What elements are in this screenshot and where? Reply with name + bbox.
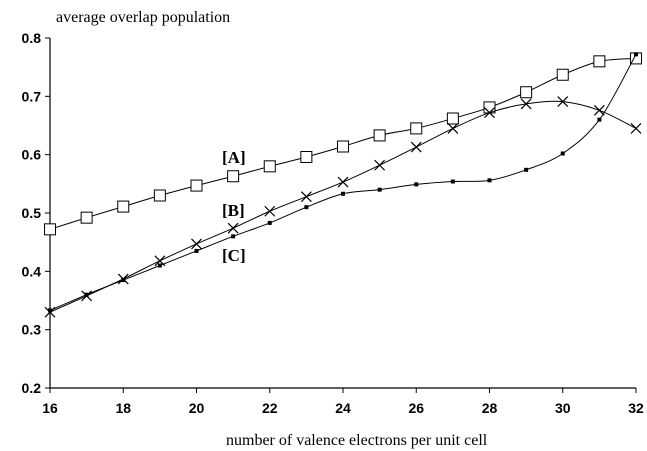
data-point-square — [300, 151, 313, 163]
data-point-dot — [377, 187, 382, 192]
data-point-dot — [267, 220, 272, 225]
series-b — [44, 96, 642, 318]
series-label-a: [A] — [222, 148, 246, 167]
data-point-square — [373, 129, 386, 142]
y-tick-label: 0.8 — [22, 30, 42, 46]
data-point-square — [556, 68, 569, 81]
data-point-dot — [634, 52, 638, 57]
y-tick-label: 0.5 — [22, 205, 42, 221]
data-point-dot — [414, 182, 419, 187]
x-tick-label: 20 — [189, 400, 205, 416]
data-point-cross — [374, 159, 386, 171]
data-point-dot — [194, 248, 199, 253]
y-tick-label: 0.2 — [22, 380, 42, 396]
y-tick-label: 0.3 — [22, 322, 42, 338]
data-point-dot — [157, 263, 162, 268]
x-tick-label: 32 — [628, 400, 644, 416]
series-label-b: [B] — [222, 201, 245, 220]
data-point-cross — [557, 96, 569, 108]
x-axis-label: number of valence electrons per unit cel… — [226, 432, 488, 449]
data-point-cross — [227, 222, 239, 234]
data-point-dot — [524, 167, 529, 172]
x-axis-ticks: 16 18 20 22 24 26 28 30 32 — [42, 388, 644, 416]
data-point-dot — [231, 234, 236, 239]
x-tick-label: 24 — [335, 400, 351, 416]
data-point-dot — [597, 117, 602, 122]
data-point-square — [520, 86, 533, 99]
data-point-square — [44, 223, 56, 236]
y-axis-ticks: 0.2 0.3 0.4 0.5 0.6 0.7 0.8 — [22, 30, 50, 396]
data-point-cross — [447, 122, 459, 134]
data-point-square — [117, 200, 130, 213]
x-tick-label: 16 — [42, 400, 58, 416]
x-tick-label: 22 — [262, 400, 278, 416]
data-point-square — [80, 211, 93, 224]
data-point-dot — [48, 308, 52, 313]
data-point-dot — [560, 151, 565, 156]
data-point-dot — [121, 278, 126, 283]
data-point-dot — [450, 179, 455, 184]
series-c — [48, 52, 638, 313]
data-point-square — [190, 179, 203, 192]
data-point-cross — [484, 107, 495, 119]
series-a — [44, 52, 642, 236]
x-tick-label: 28 — [482, 400, 498, 416]
y-tick-label: 0.4 — [22, 263, 42, 279]
y-axis-label: average overlap population — [56, 9, 230, 26]
data-point-cross — [410, 141, 422, 153]
data-point-cross — [630, 122, 642, 134]
data-point-square — [337, 140, 349, 153]
y-tick-label: 0.7 — [22, 88, 42, 104]
data-point-square — [410, 122, 423, 135]
axes — [49, 38, 636, 389]
series-group — [44, 52, 642, 318]
data-point-cross — [264, 205, 276, 217]
data-point-square — [153, 189, 166, 202]
x-tick-label: 30 — [555, 400, 571, 416]
y-tick-label: 0.6 — [22, 147, 42, 163]
data-point-cross — [337, 176, 349, 188]
data-point-square — [593, 55, 606, 68]
data-point-dot — [84, 292, 89, 297]
data-point-cross — [520, 98, 532, 110]
data-point-cross — [300, 191, 312, 203]
data-point-dot — [487, 178, 492, 183]
data-point-square — [446, 112, 459, 125]
data-point-square — [263, 160, 276, 173]
data-point-cross — [191, 238, 202, 250]
series-b-line — [49, 100, 637, 313]
data-point-square — [227, 170, 240, 183]
data-point-dot — [304, 205, 309, 210]
x-tick-label: 26 — [408, 400, 424, 416]
data-point-dot — [341, 191, 345, 196]
x-tick-label: 18 — [115, 400, 131, 416]
series-label-c: [C] — [222, 246, 246, 265]
data-point-cross — [593, 104, 605, 116]
